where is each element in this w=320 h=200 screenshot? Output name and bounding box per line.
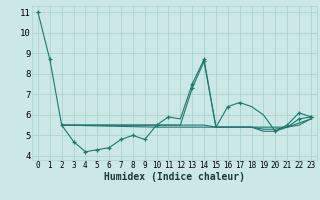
X-axis label: Humidex (Indice chaleur): Humidex (Indice chaleur) <box>104 172 245 182</box>
